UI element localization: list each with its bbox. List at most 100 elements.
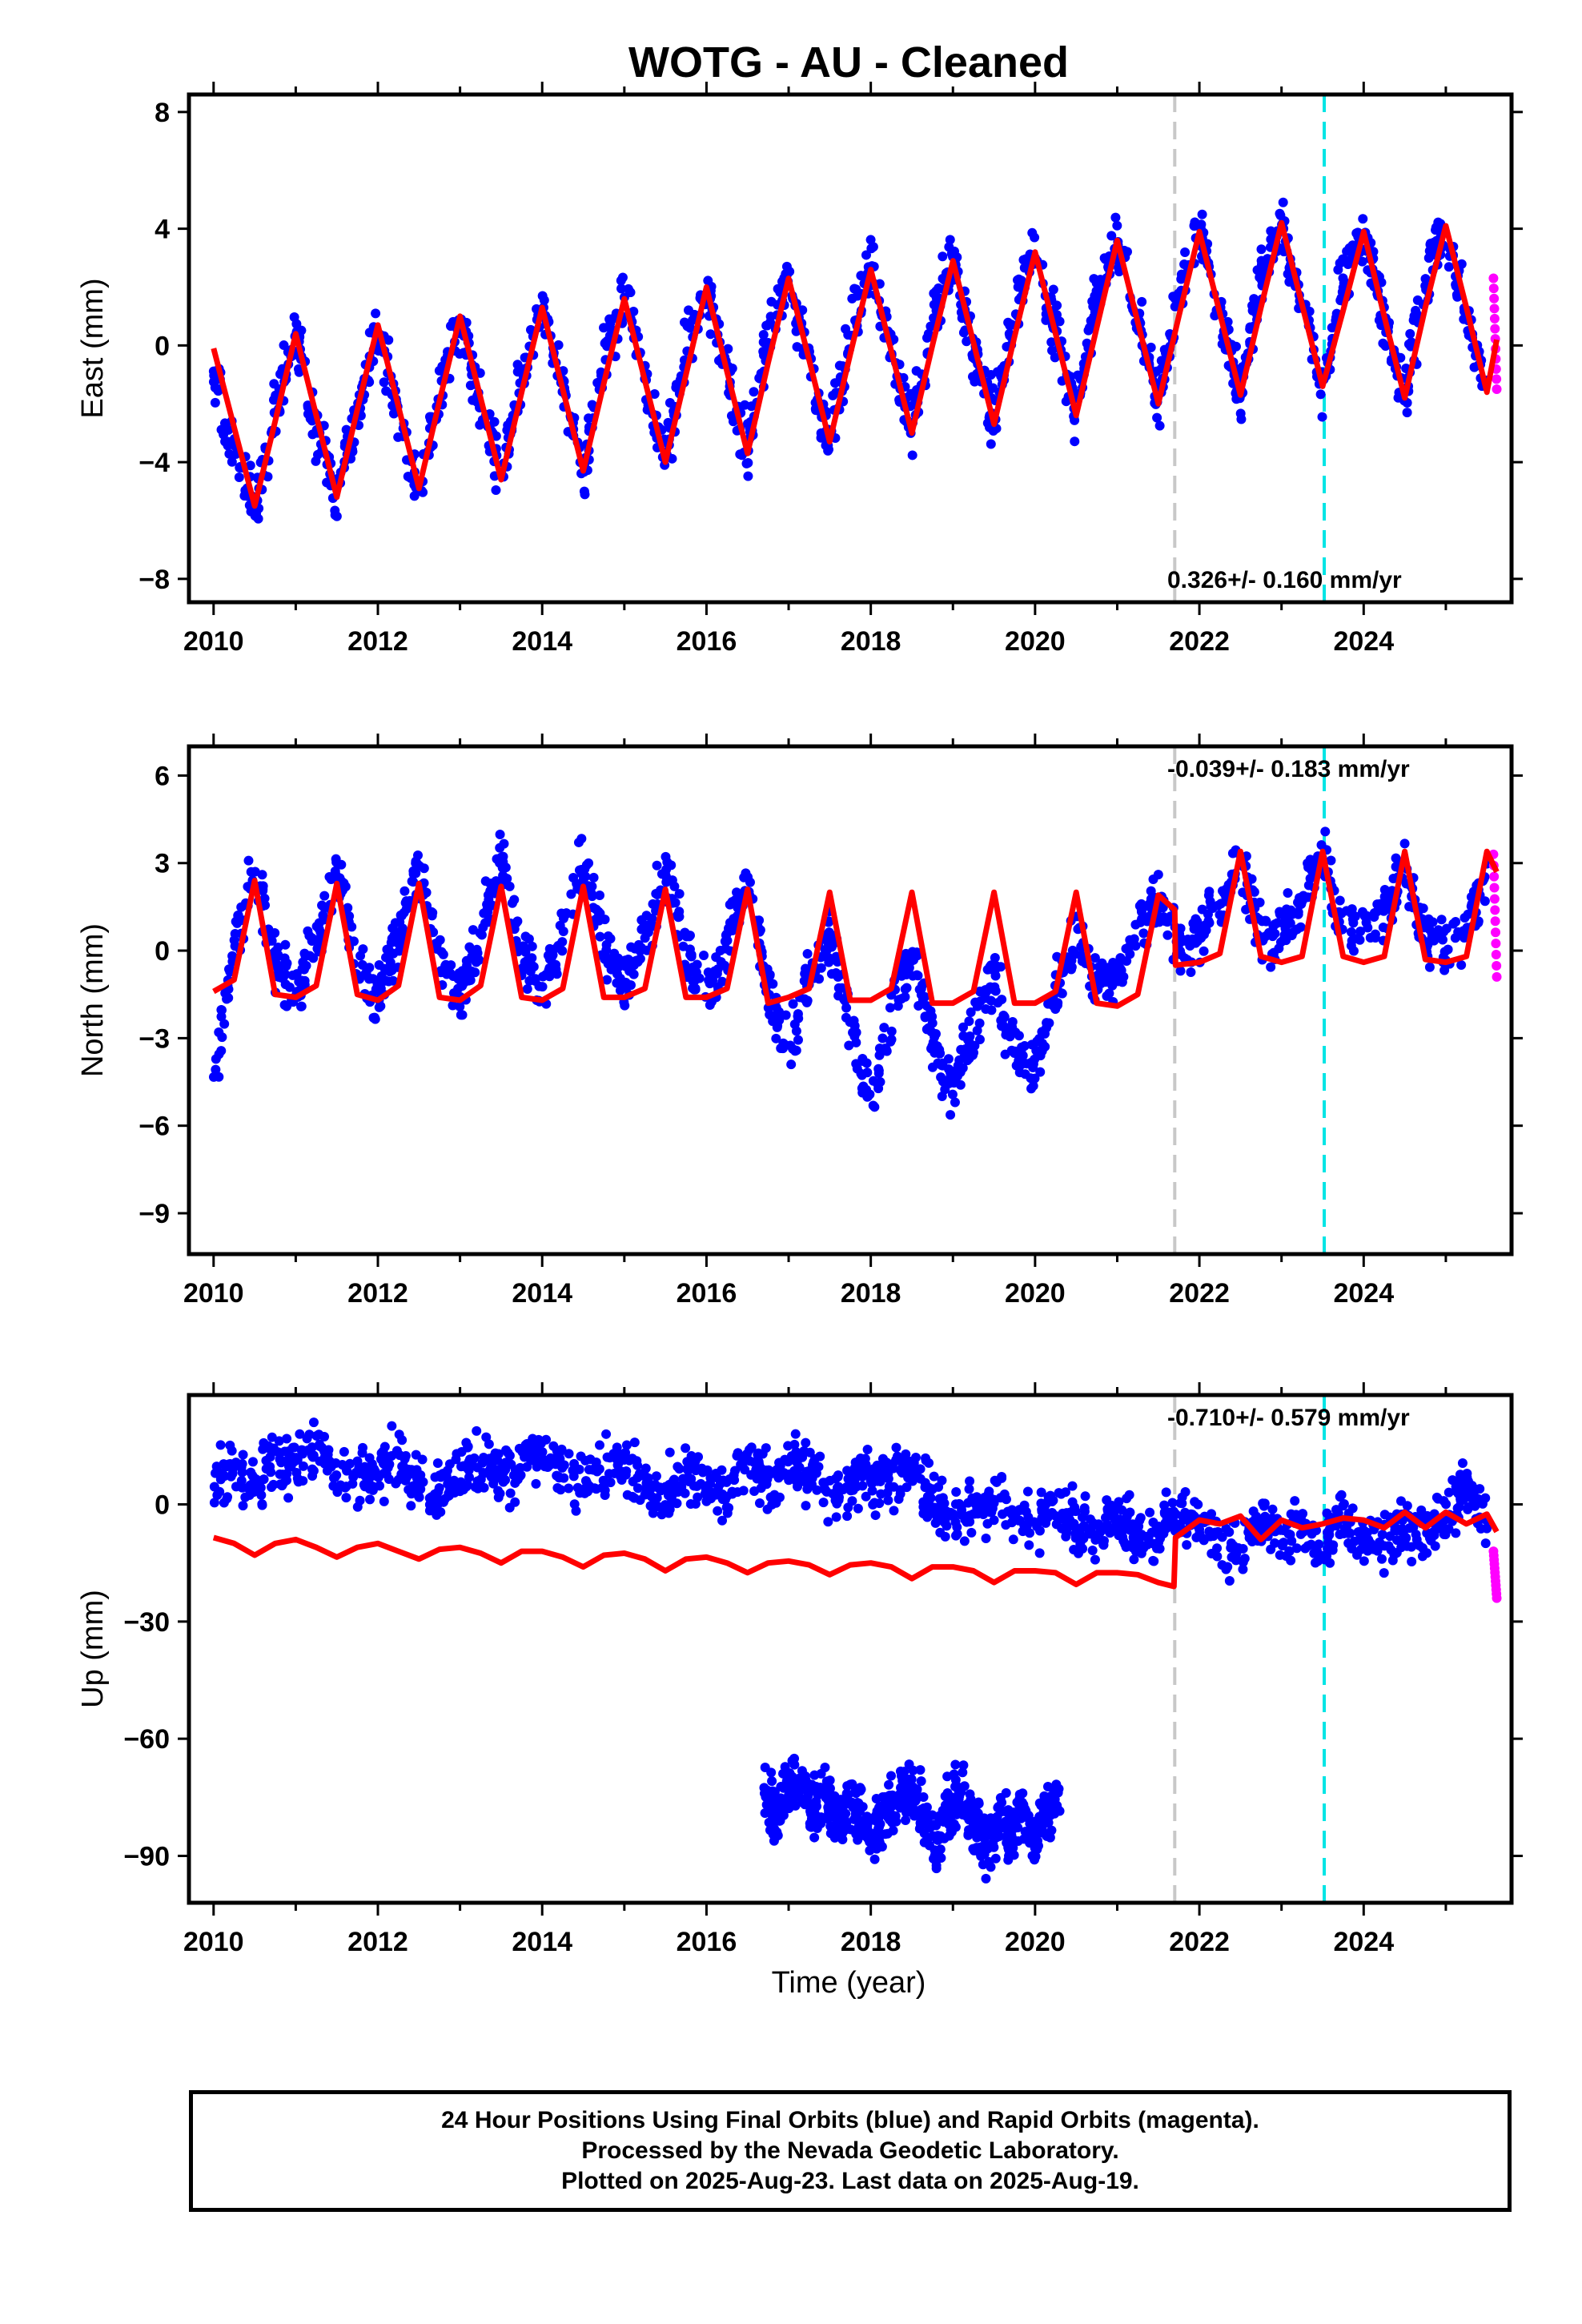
- final-orbit-point: [283, 1493, 294, 1503]
- final-orbit-point: [1346, 927, 1356, 937]
- final-orbit-point: [765, 1492, 776, 1502]
- final-orbit-point: [616, 275, 626, 286]
- final-orbit-point: [1084, 1528, 1094, 1538]
- final-orbit-point: [1010, 1047, 1020, 1058]
- final-orbit-point: [239, 491, 250, 501]
- final-orbit-point: [1115, 1518, 1126, 1529]
- final-orbit-point: [314, 918, 324, 928]
- final-orbit-point: [209, 1482, 219, 1492]
- final-orbit-point: [985, 1507, 995, 1518]
- final-orbit-point: [1109, 1507, 1119, 1518]
- final-orbit-point: [1061, 396, 1071, 407]
- final-orbit-point: [238, 1501, 248, 1511]
- final-orbit-point: [1197, 904, 1207, 915]
- final-orbit-point: [564, 1483, 574, 1494]
- final-orbit-point: [1148, 1555, 1158, 1566]
- final-orbit-point: [934, 1044, 945, 1055]
- final-orbit-point: [461, 955, 472, 966]
- final-orbit-point: [741, 871, 751, 882]
- final-orbit-point: [227, 1445, 237, 1456]
- final-orbit-point: [999, 1489, 1010, 1499]
- final-orbit-point: [818, 1498, 829, 1508]
- final-orbit-point: [734, 892, 745, 903]
- final-orbit-point: [231, 1458, 241, 1468]
- final-orbit-point: [674, 1464, 685, 1474]
- final-orbit-point: [1090, 953, 1100, 963]
- final-orbit-point: [1422, 1528, 1432, 1538]
- final-orbit-point: [1124, 1490, 1134, 1500]
- final-orbit-point: [359, 1482, 370, 1492]
- final-orbit-point: [1414, 1540, 1424, 1550]
- x-tick-label: 2014: [512, 1278, 572, 1309]
- final-orbit-point: [1094, 962, 1104, 972]
- final-orbit-point: [771, 1033, 781, 1043]
- scatter-points: [208, 826, 1502, 1120]
- final-orbit-point: [1353, 1527, 1363, 1538]
- final-orbit-point: [785, 1040, 796, 1051]
- final-orbit-point: [530, 974, 540, 984]
- final-orbit-point: [970, 1040, 980, 1051]
- final-orbit-point: [893, 1001, 903, 1011]
- final-orbit-point: [982, 1518, 993, 1529]
- model-line: [212, 848, 1500, 1009]
- final-orbit-point: [230, 941, 240, 951]
- final-orbit-point: [1005, 1031, 1015, 1042]
- final-orbit-point: [1380, 341, 1391, 352]
- final-orbit-point: [1379, 1541, 1390, 1551]
- final-orbit-point: [397, 1462, 408, 1472]
- final-orbit-point: [434, 1482, 444, 1493]
- final-orbit-point: [1018, 1051, 1028, 1061]
- rate-label: 0.326+/- 0.160 mm/yr: [1167, 567, 1402, 593]
- final-orbit-point: [1159, 1500, 1170, 1510]
- final-orbit-point: [271, 951, 282, 961]
- final-orbit-point: [1378, 923, 1388, 933]
- final-orbit-point: [396, 926, 406, 936]
- final-orbit-point: [981, 1004, 991, 1015]
- final-orbit-point: [525, 967, 536, 977]
- rapid-orbit-point: [1488, 283, 1499, 294]
- final-orbit-point: [712, 968, 722, 979]
- final-orbit-point: [841, 324, 851, 334]
- final-orbit-point: [553, 1472, 564, 1482]
- final-orbit-point: [981, 1534, 991, 1544]
- final-orbit-point: [1008, 1534, 1018, 1545]
- x-tick-label: 2010: [183, 1278, 244, 1309]
- final-orbit-point: [789, 1019, 800, 1029]
- final-orbit-point: [331, 1470, 342, 1481]
- final-orbit-point: [936, 1059, 946, 1070]
- final-orbit-point: [1186, 967, 1196, 978]
- final-orbit-point: [793, 1009, 803, 1019]
- final-orbit-point: [689, 984, 700, 995]
- final-orbit-point: [282, 1001, 292, 1011]
- x-tick-label: 2012: [347, 626, 408, 657]
- final-orbit-point: [1101, 977, 1111, 987]
- rapid-orbit-point: [1489, 871, 1500, 882]
- final-orbit-point: [432, 1458, 443, 1468]
- final-orbit-point: [495, 829, 505, 839]
- final-orbit-point: [587, 400, 597, 410]
- rapid-orbit-point: [1489, 883, 1500, 893]
- final-orbit-point: [885, 1003, 895, 1013]
- final-orbit-point: [1025, 1528, 1035, 1538]
- final-orbit-point: [387, 923, 398, 933]
- final-orbit-point: [870, 1510, 881, 1521]
- final-orbit-point: [253, 513, 263, 524]
- final-orbit-point: [594, 1464, 604, 1474]
- final-orbit-point: [1217, 1532, 1227, 1542]
- final-orbit-point: [1152, 412, 1162, 423]
- final-orbit-point: [315, 1456, 325, 1466]
- final-orbit-point: [1467, 1481, 1477, 1491]
- rapid-orbit-point: [1491, 927, 1501, 938]
- final-orbit-point: [383, 1462, 393, 1473]
- final-orbit-point: [280, 969, 291, 979]
- final-orbit-point: [980, 985, 990, 995]
- final-orbit-point: [552, 969, 562, 979]
- x-tick-label: 2022: [1169, 626, 1230, 657]
- final-orbit-point: [537, 291, 548, 301]
- final-orbit-point: [868, 1499, 878, 1510]
- final-orbit-point: [331, 857, 342, 867]
- final-orbit-point: [1125, 1507, 1135, 1518]
- final-orbit-point: [280, 979, 291, 990]
- final-orbit-point: [216, 1468, 227, 1478]
- final-orbit-point: [401, 904, 412, 915]
